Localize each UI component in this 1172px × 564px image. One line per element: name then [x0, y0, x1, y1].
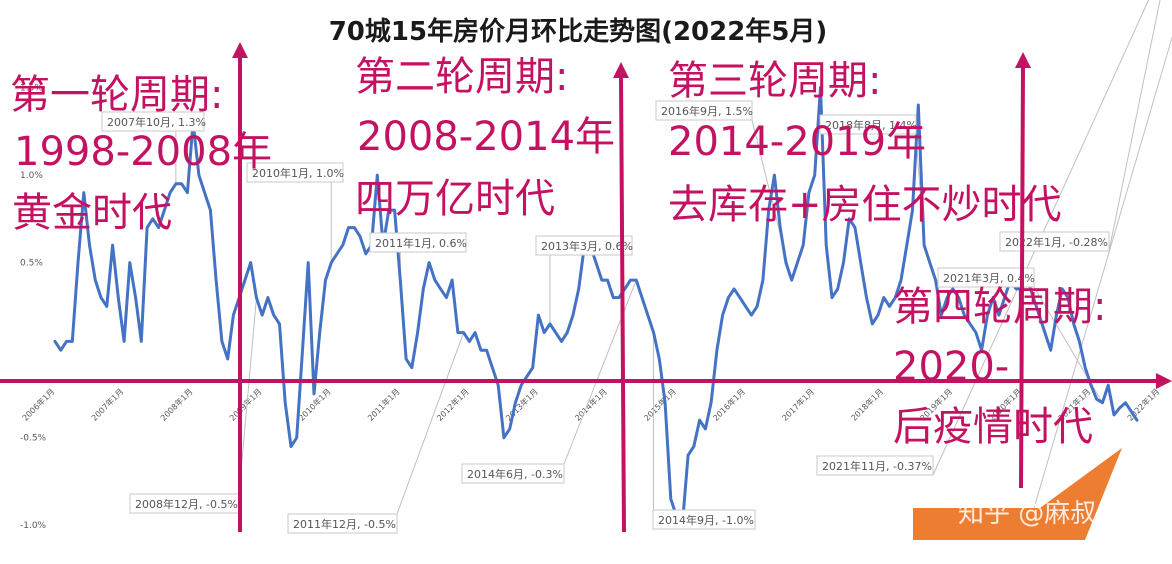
chart-title: 70城15年房价月环比走势图(2022年5月) — [329, 16, 828, 47]
series-line — [53, 86, 1139, 527]
data-callout: 2008年12月, -0.5% — [129, 493, 240, 514]
callout-box — [819, 114, 917, 135]
callout-label: 2011年12月, -0.5% — [293, 517, 396, 531]
callout-box — [246, 162, 344, 183]
data-callout: 2021年11月, -0.37% — [816, 455, 934, 476]
callout-label: 2014年6月, -0.3% — [467, 467, 563, 481]
cycle-3-line-3: 去库存+房住不炒时代 — [668, 182, 1062, 228]
series-layer — [53, 86, 1139, 527]
data-callout: 2018年8月, 1.4% — [819, 114, 917, 135]
cycle-4-line-2: 2020- — [893, 344, 1009, 390]
x-tick-label: 2015年1月 — [642, 386, 678, 422]
callout-label: 2021年11月, -0.37% — [822, 459, 932, 473]
y-tick-label: 1.5% — [20, 84, 43, 94]
callout-box — [999, 231, 1110, 252]
cycle-3-line-2: 2014-2019年 — [668, 119, 926, 165]
x-tick-label: 2012年1月 — [434, 386, 470, 422]
cycle-4-text: 第四轮周期: 2020- 后疫情时代 — [893, 284, 1106, 450]
x-tick-label: 2018年1月 — [849, 386, 885, 422]
callout-label: 2014年9月, -1.0% — [658, 513, 754, 527]
callout-label: 2021年3月, 0.4% — [943, 271, 1035, 285]
x-tick-label: 2017年1月 — [780, 386, 816, 422]
callout-leader — [1026, 35, 1172, 533]
callout-label: 2016年9月, 1.5% — [661, 104, 753, 118]
callout-box — [937, 267, 1035, 288]
cycle-4-line-1: 第四轮周期: — [893, 284, 1106, 330]
callout-label: 2013年3月, 0.6% — [541, 239, 633, 253]
cycle-2-text: 第二轮周期: 2008-2014年 四万亿时代 — [355, 54, 615, 222]
callout-box — [652, 509, 756, 530]
callout-label: 2008年12月, -0.5% — [135, 497, 238, 511]
callout-label: 2011年1月, 0.6% — [375, 236, 467, 250]
data-callout: 2022年1月, -0.28% — [999, 231, 1110, 252]
x-tick-label: 2006年1月 — [20, 386, 56, 422]
cycle-3-line-1: 第三轮周期: — [668, 58, 881, 104]
cycle-1-line-3: 黄金时代 — [12, 190, 172, 236]
data-callout: 2014年9月, -1.0% — [652, 509, 756, 530]
data-callout: 2007年10月, 1.3% — [101, 111, 206, 132]
x-tick-label: 2022年1月 — [1125, 386, 1161, 422]
x-tick-label: 2013年1月 — [503, 386, 539, 422]
data-callout: 2011年1月, 0.6% — [369, 232, 467, 253]
callout-box — [535, 235, 633, 256]
cycle-3-text: 第三轮周期: 2014-2019年 去库存+房住不炒时代 — [668, 58, 1062, 228]
callout-label: 2010年1月, 1.0% — [252, 166, 344, 180]
callout-label: 2018年8月, 1.4% — [825, 118, 917, 132]
callout-box — [287, 513, 398, 534]
x-tick-label: 2008年1月 — [158, 386, 194, 422]
cycle-divider-arrowhead-1 — [232, 42, 248, 58]
callout-box — [655, 100, 753, 121]
callout-label: 2022年1月, -0.28% — [1005, 235, 1108, 249]
cycle-divider-arrow-3 — [1019, 65, 1025, 489]
callout-box — [461, 463, 565, 484]
data-callout: 2011年12月, -0.5% — [287, 513, 398, 534]
data-callout: 2016年9月, 1.5% — [655, 100, 753, 121]
cycle-2-line-3: 四万亿时代 — [355, 176, 555, 222]
cycle-divider-arrow-2 — [619, 75, 626, 533]
callout-leader — [1108, 0, 1161, 252]
y-tick-label: -0.5% — [20, 434, 47, 444]
cycle-1-text: 第一轮周期: 1998-2008年 黄金时代 — [10, 72, 272, 236]
overlay-horizontal-arrowhead — [1156, 373, 1172, 389]
data-callout: 2014年6月, -0.3% — [461, 463, 565, 484]
x-tick-label: 2007年1月 — [89, 386, 125, 422]
data-callout: 2013年3月, 0.6% — [535, 235, 633, 256]
y-tick-label: 1.0% — [20, 171, 43, 181]
callout-box — [101, 111, 205, 132]
cycle-2-line-1: 第二轮周期: — [355, 54, 568, 100]
data-callout: 2021年3月, 0.4% — [937, 267, 1035, 288]
data-callout: 2010年1月, 1.0% — [246, 162, 344, 183]
x-tick-label: 2011年1月 — [365, 386, 401, 422]
cycle-divider-arrowhead-2 — [613, 62, 629, 78]
x-tick-label: 2016年1月 — [711, 386, 747, 422]
cycle-4-line-3: 后疫情时代 — [893, 404, 1093, 450]
y-axis-tick-labels: -1.0% -0.5% 0.5% 1.0% 1.5% — [20, 84, 47, 532]
y-tick-label: 0.5% — [20, 259, 43, 269]
cycle-1-line-1: 第一轮周期: — [10, 72, 223, 118]
x-tick-label: 2014年1月 — [573, 386, 609, 422]
cycle-2-line-2: 2008-2014年 — [357, 114, 615, 160]
callout-leader — [396, 332, 465, 515]
cycle-divider-arrowhead-3 — [1015, 52, 1031, 68]
callout-box — [369, 232, 467, 253]
callout-label: 2007年10月, 1.3% — [107, 115, 206, 129]
watermark-text: 知乎 @麻叔 — [958, 499, 1096, 529]
callout-box — [816, 455, 934, 476]
orange-callout-shape — [913, 448, 1122, 540]
cycle-1-line-2: 1998-2008年 — [14, 129, 272, 175]
y-tick-label: -1.0% — [20, 521, 47, 531]
